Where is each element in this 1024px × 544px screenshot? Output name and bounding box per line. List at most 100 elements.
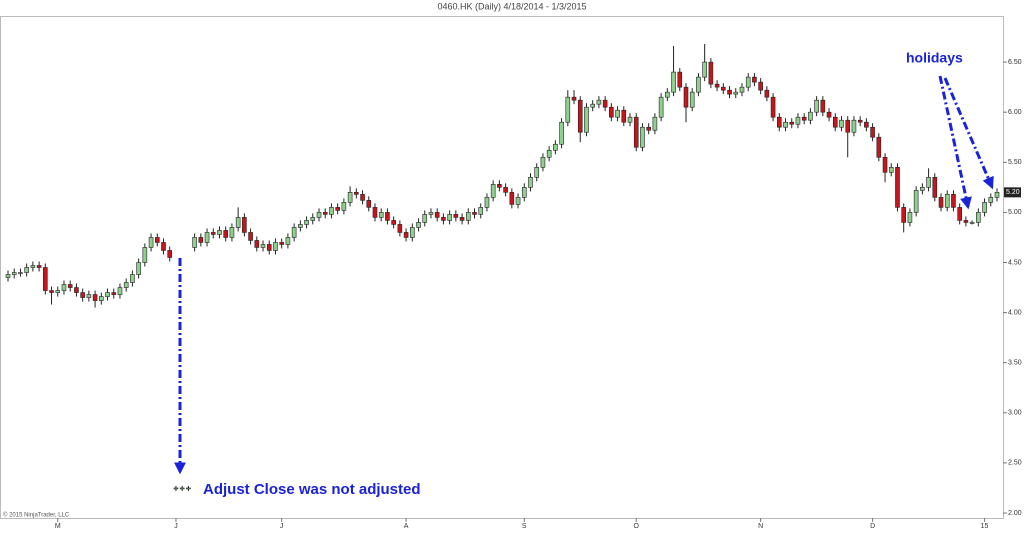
candle-body xyxy=(43,267,48,291)
candle-body xyxy=(161,242,166,251)
candle-body xyxy=(540,156,546,168)
candle-body xyxy=(515,197,521,205)
x-tick-label: M xyxy=(55,523,61,530)
candle-body xyxy=(584,106,589,133)
candle-body xyxy=(198,237,204,243)
candle-body xyxy=(217,230,222,235)
candle-body xyxy=(808,111,813,121)
candle-body xyxy=(142,247,148,263)
candle-body xyxy=(397,224,403,233)
candle-body xyxy=(944,194,950,208)
candle-body xyxy=(148,237,154,248)
candle-body xyxy=(609,106,614,118)
candle-body xyxy=(615,109,620,118)
candle-body xyxy=(758,81,763,91)
candle-body xyxy=(229,227,235,238)
candle-body xyxy=(490,184,496,198)
candle-body xyxy=(67,284,73,288)
candle-body xyxy=(640,126,645,148)
candle-body xyxy=(235,217,241,228)
candle-body xyxy=(273,242,278,251)
candle-body xyxy=(55,290,61,293)
candle-body xyxy=(310,217,316,221)
candle-body xyxy=(521,187,527,198)
candle-body xyxy=(696,76,701,93)
candle-body xyxy=(602,99,608,108)
candle-body xyxy=(24,267,29,273)
x-tick-label: A xyxy=(404,523,409,530)
y-tick-label: 4.50 xyxy=(1008,259,1022,266)
y-tick-label: 4.00 xyxy=(1008,309,1022,316)
candle-body xyxy=(254,240,260,248)
candle-body xyxy=(559,121,564,145)
candle-body xyxy=(528,177,533,188)
candle-body xyxy=(223,230,229,238)
candle-body xyxy=(764,89,770,98)
candle-body xyxy=(795,116,801,125)
candle-body xyxy=(832,116,838,128)
candle-body xyxy=(130,274,135,283)
candle-body xyxy=(951,194,956,208)
candle-body xyxy=(913,190,919,213)
candle-body xyxy=(864,121,869,128)
candle-body xyxy=(266,244,272,251)
candle-body xyxy=(646,126,651,131)
candle-body xyxy=(5,274,11,278)
candle-body xyxy=(770,96,776,118)
candle-body xyxy=(378,212,384,218)
y-tick-label: 6.50 xyxy=(1008,59,1022,66)
candle-body xyxy=(752,76,757,83)
candle-body xyxy=(30,265,36,268)
candle-body xyxy=(969,222,975,224)
candle-body xyxy=(733,91,739,95)
candle-body xyxy=(111,292,117,295)
x-tick-label: J xyxy=(280,523,284,530)
candle-body xyxy=(484,197,490,208)
candle-body xyxy=(447,214,452,221)
candle-body xyxy=(11,272,17,275)
candle-body xyxy=(403,232,409,238)
candle-body xyxy=(683,86,689,108)
candle-body xyxy=(61,284,67,291)
candle-body xyxy=(826,111,832,118)
candle-body xyxy=(354,192,359,195)
candle-body xyxy=(596,99,602,105)
x-tick-label: S xyxy=(522,523,527,530)
plot-frame xyxy=(0,16,1004,519)
x-tick-label: J xyxy=(174,523,178,530)
candle-body xyxy=(173,487,179,490)
candle-body xyxy=(665,91,670,98)
candle-body xyxy=(839,119,844,128)
chart-title: 0460.HK (Daily) 4/18/2014 - 1/3/2015 xyxy=(437,1,586,11)
candle-body xyxy=(627,116,633,123)
x-tick-label: 15 xyxy=(981,523,989,530)
candle-body xyxy=(932,177,938,198)
candle-body xyxy=(341,202,347,211)
candle-body xyxy=(248,232,253,241)
candle-body xyxy=(360,194,365,201)
candle-body xyxy=(472,212,477,215)
candle-body xyxy=(727,89,732,95)
candle-body xyxy=(714,83,720,88)
candle-body xyxy=(316,212,322,218)
candle-body xyxy=(851,119,857,133)
candle-body xyxy=(298,224,303,228)
candle-body xyxy=(192,237,197,248)
candle-body xyxy=(478,207,484,215)
candle-body xyxy=(739,86,745,93)
candle-body xyxy=(322,212,328,215)
candle-body xyxy=(957,207,962,221)
candle-body xyxy=(416,222,421,228)
candle-body xyxy=(546,149,552,158)
candle-body xyxy=(92,294,98,301)
candle-body xyxy=(882,156,888,173)
candle-body xyxy=(926,177,931,188)
candle-body xyxy=(633,116,639,148)
candle-body xyxy=(565,96,571,123)
candle-body xyxy=(870,126,875,138)
candle-body xyxy=(105,292,110,297)
candle-body xyxy=(621,109,627,123)
candle-body xyxy=(553,143,558,151)
